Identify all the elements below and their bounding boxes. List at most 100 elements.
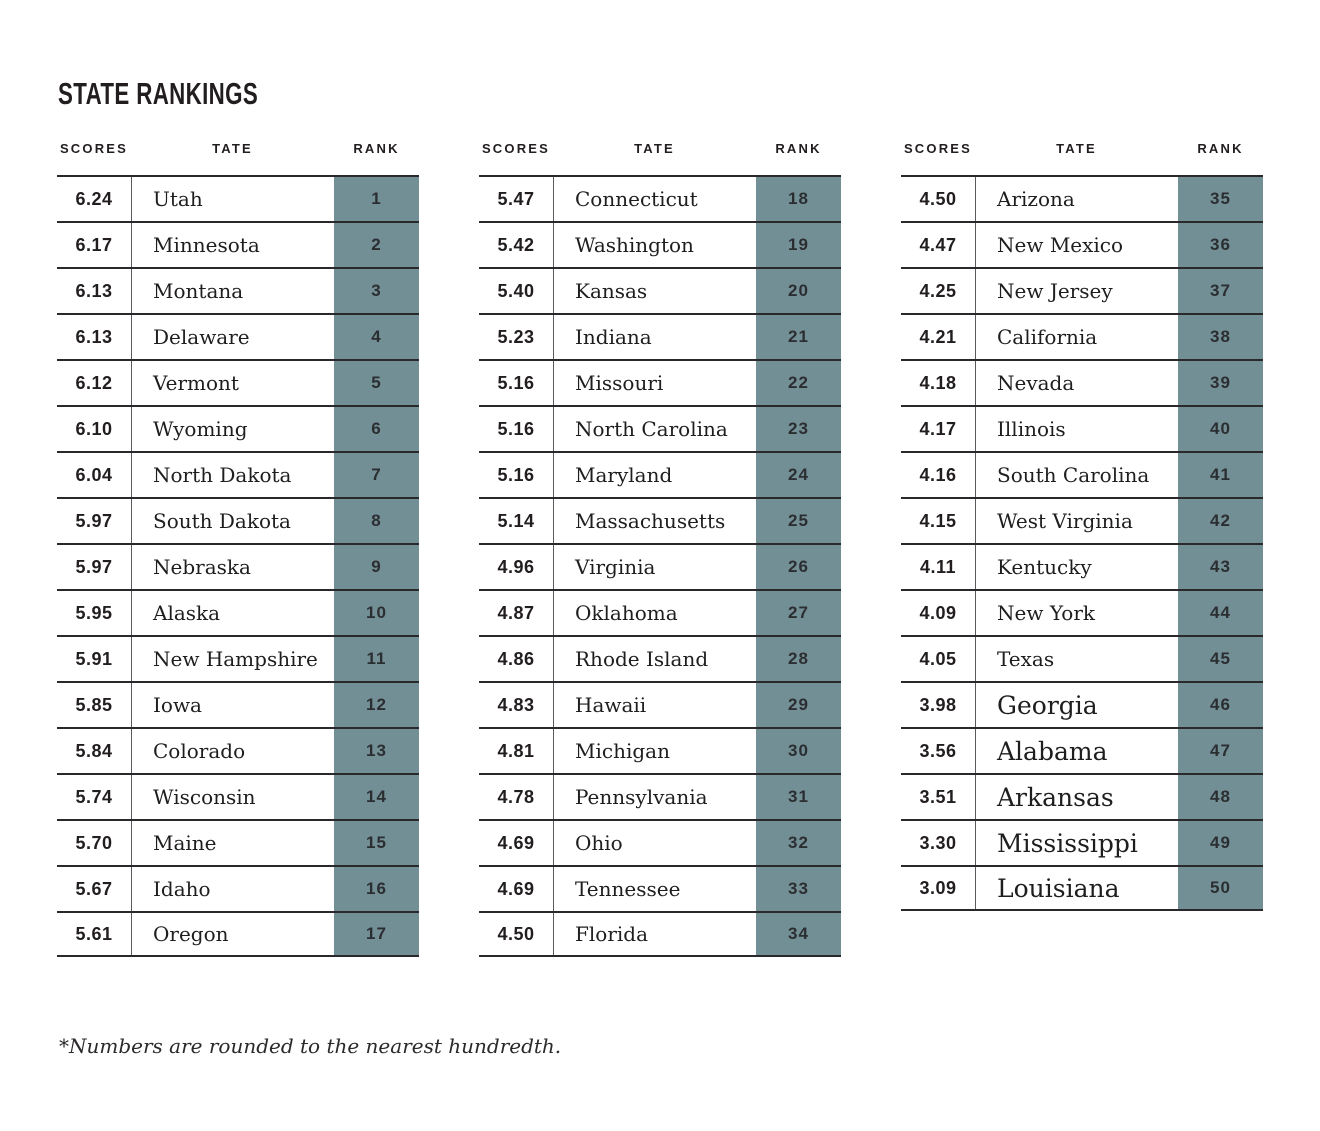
rank-cell: 4 [334, 315, 419, 359]
state-cell: Wisconsin [131, 775, 334, 819]
table-row: 3.30 Mississippi 49 [901, 819, 1263, 865]
score-cell: 6.12 [75, 372, 113, 393]
state-cell: Wyoming [131, 407, 334, 451]
score-cell: 4.86 [497, 648, 535, 669]
table-row: 4.86 Rhode Island 28 [479, 635, 841, 681]
table-row: 4.96 Virginia 26 [479, 543, 841, 589]
state-cell: Georgia [975, 683, 1178, 727]
rank-cell: 17 [334, 913, 419, 955]
table-row: 4.05 Texas 45 [901, 635, 1263, 681]
rank-cell: 26 [756, 545, 841, 589]
score-cell: 5.47 [497, 188, 535, 209]
score-cell: 4.18 [919, 372, 957, 393]
rank-cell: 33 [756, 867, 841, 911]
score-cell: 3.51 [919, 786, 957, 807]
state-cell: North Carolina [553, 407, 756, 451]
rank-cell: 50 [1178, 867, 1263, 909]
rankings-table-2: SCORES TATE RANK 5.47 Connecticut 18 5.4… [479, 139, 841, 957]
rank-cell: 14 [334, 775, 419, 819]
rank-cell: 7 [334, 453, 419, 497]
rank-cell: 19 [756, 223, 841, 267]
table-row: 4.50 Florida 34 [479, 911, 841, 957]
state-cell: Nevada [975, 361, 1178, 405]
table-row: 3.56 Alabama 47 [901, 727, 1263, 773]
state-cell: Colorado [131, 729, 334, 773]
score-cell: 4.09 [919, 602, 957, 623]
rank-cell: 12 [334, 683, 419, 727]
state-cell: Connecticut [553, 177, 756, 221]
state-cell: Kentucky [975, 545, 1178, 589]
table-row: 5.95 Alaska 10 [57, 589, 419, 635]
table-row: 3.98 Georgia 46 [901, 681, 1263, 727]
score-cell: 4.69 [497, 832, 535, 853]
score-cell: 6.17 [75, 234, 113, 255]
score-cell: 4.96 [497, 556, 535, 577]
table-body: 5.47 Connecticut 18 5.42 Washington 19 5… [479, 175, 841, 957]
table-row: 4.18 Nevada 39 [901, 359, 1263, 405]
rank-cell: 45 [1178, 637, 1263, 681]
table-row: 5.16 Maryland 24 [479, 451, 841, 497]
rank-cell: 36 [1178, 223, 1263, 267]
score-cell: 5.16 [497, 464, 535, 485]
scores-column-header: SCORES [481, 141, 551, 156]
score-cell: 5.67 [75, 878, 113, 899]
score-cell: 4.17 [919, 418, 957, 439]
rank-cell: 10 [334, 591, 419, 635]
scores-column-header: SCORES [903, 141, 973, 156]
score-cell: 4.87 [497, 602, 535, 623]
score-cell: 6.24 [75, 188, 113, 209]
rank-cell: 2 [334, 223, 419, 267]
state-cell: California [975, 315, 1178, 359]
score-cell: 5.95 [75, 602, 113, 623]
score-cell: 4.78 [497, 786, 535, 807]
score-cell: 4.21 [919, 326, 957, 347]
table-row: 5.61 Oregon 17 [57, 911, 419, 957]
state-cell: Kansas [553, 269, 756, 313]
rank-cell: 39 [1178, 361, 1263, 405]
state-cell: New York [975, 591, 1178, 635]
state-cell: Utah [131, 177, 334, 221]
table-row: 6.12 Vermont 5 [57, 359, 419, 405]
rank-cell: 8 [334, 499, 419, 543]
table-row: 5.91 New Hampshire 11 [57, 635, 419, 681]
score-cell: 3.98 [919, 694, 957, 715]
score-cell: 4.05 [919, 648, 957, 669]
score-cell: 4.15 [919, 510, 957, 531]
table-row: 5.85 Iowa 12 [57, 681, 419, 727]
table-row: 4.69 Ohio 32 [479, 819, 841, 865]
footnote: *Numbers are rounded to the nearest hund… [59, 1034, 562, 1058]
table-row: 3.09 Louisiana 50 [901, 865, 1263, 911]
rank-cell: 30 [756, 729, 841, 773]
table-row: 6.13 Montana 3 [57, 267, 419, 313]
score-cell: 5.23 [497, 326, 535, 347]
table-body: 6.24 Utah 1 6.17 Minnesota 2 6.13 Montan… [57, 175, 419, 957]
state-cell: Rhode Island [553, 637, 756, 681]
table-row: 4.16 South Carolina 41 [901, 451, 1263, 497]
state-cell: Florida [553, 913, 756, 955]
state-cell: Massachusetts [553, 499, 756, 543]
state-cell: Louisiana [975, 867, 1178, 909]
state-cell: Tennessee [553, 867, 756, 911]
table-row: 4.83 Hawaii 29 [479, 681, 841, 727]
rank-cell: 28 [756, 637, 841, 681]
table-row: 5.84 Colorado 13 [57, 727, 419, 773]
state-column-header: TATE [1056, 141, 1097, 156]
state-cell: Indiana [553, 315, 756, 359]
table-row: 3.51 Arkansas 48 [901, 773, 1263, 819]
score-cell: 4.47 [919, 234, 957, 255]
score-cell: 5.42 [497, 234, 535, 255]
rank-cell: 27 [756, 591, 841, 635]
rank-cell: 13 [334, 729, 419, 773]
score-cell: 3.30 [919, 832, 957, 853]
rank-cell: 20 [756, 269, 841, 313]
state-cell: Ohio [553, 821, 756, 865]
score-cell: 6.10 [75, 418, 113, 439]
table-row: 4.17 Illinois 40 [901, 405, 1263, 451]
state-cell: Maine [131, 821, 334, 865]
state-column-header: TATE [634, 141, 675, 156]
score-cell: 5.84 [75, 740, 113, 761]
table-row: 6.13 Delaware 4 [57, 313, 419, 359]
state-cell: Virginia [553, 545, 756, 589]
table-row: 5.42 Washington 19 [479, 221, 841, 267]
